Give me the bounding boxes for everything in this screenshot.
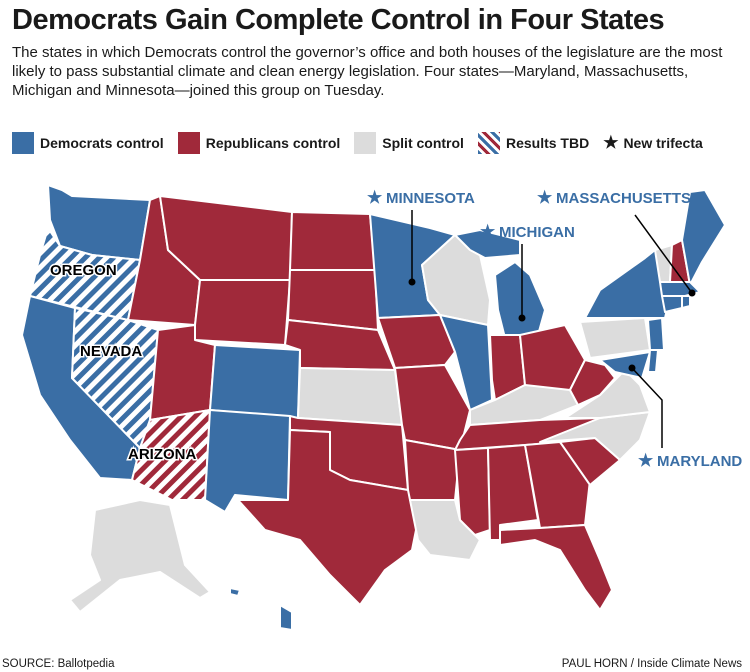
star-icon: ★ <box>537 188 553 207</box>
source-note: SOURCE: Ballotpedia <box>2 658 115 670</box>
state-label-michigan: MICHIGAN <box>499 224 575 241</box>
state-label-oregon: OREGON <box>50 262 117 279</box>
state-texas <box>237 429 421 606</box>
legend-item-split: Split control <box>354 132 464 154</box>
star-icon: ★ <box>638 451 654 470</box>
leader-dot-minnesota <box>408 278 416 286</box>
subtitle: The states in which Democrats control th… <box>12 44 723 99</box>
legend: Democrats control Republicans control Sp… <box>12 132 717 154</box>
legend-swatch-dem <box>12 132 34 154</box>
state-rhode-island <box>681 295 691 309</box>
state-wyoming <box>194 279 291 346</box>
legend-swatch-tbd <box>477 132 500 154</box>
leader-dot-michigan <box>518 314 526 322</box>
state-michigan-upper <box>454 229 521 259</box>
legend-label-rep: Republicans control <box>205 135 341 151</box>
state-hawaii-islands <box>229 587 241 597</box>
us-map: ★ MINNESOTA ★ MICHIGAN ★ MASSACHUSETTS ★… <box>21 184 742 631</box>
page-title: Democrats Gain Complete Control in Four … <box>12 4 665 36</box>
leader-line-massachusetts <box>634 214 693 294</box>
state-florida <box>499 524 613 611</box>
legend-swatch-rep <box>177 132 200 154</box>
state-label-massachusetts: MASSACHUSETTS <box>556 190 691 207</box>
legend-item-dem: Democrats control <box>12 132 164 154</box>
state-delaware <box>647 349 659 373</box>
state-hawaii <box>279 604 293 631</box>
state-michigan-lower <box>494 261 546 339</box>
state-north-dakota <box>289 211 376 271</box>
state-mississippi <box>454 447 491 536</box>
leader-dot-maryland <box>628 364 636 372</box>
state-kansas <box>297 367 403 426</box>
legend-label-new-trifecta: New trifecta <box>623 135 703 151</box>
state-alaska <box>69 499 211 613</box>
state-iowa <box>377 314 456 369</box>
credit-line: PAUL HORN / Inside Climate News <box>561 658 742 670</box>
state-new-mexico <box>204 409 291 513</box>
legend-item-new-trifecta: ★ New trifecta <box>603 133 703 153</box>
state-new-jersey <box>647 317 665 351</box>
state-pennsylvania <box>579 317 651 359</box>
legend-item-rep: Republicans control <box>177 132 341 154</box>
state-label-minnesota: MINNESOTA <box>386 190 475 207</box>
leader-line-maryland <box>631 367 663 448</box>
state-louisiana <box>409 499 481 561</box>
state-arkansas <box>404 439 461 501</box>
legend-label-tbd: Results TBD <box>505 135 590 151</box>
star-icon: ★ <box>480 222 496 241</box>
legend-label-dem: Democrats control <box>40 135 164 151</box>
legend-item-tbd: Results TBD <box>477 132 590 154</box>
state-label-arizona: ARIZONA <box>128 446 196 463</box>
legend-swatch-split <box>354 132 377 154</box>
state-georgia <box>524 441 591 529</box>
state-label-maryland: MARYLAND <box>657 453 742 470</box>
star-icon: ★ <box>367 188 383 207</box>
leader-dot-massachusetts <box>688 289 696 297</box>
state-west-virginia <box>569 359 616 406</box>
star-icon: ★ <box>603 133 619 152</box>
legend-label-split: Split control <box>382 135 464 151</box>
state-colorado <box>209 344 301 419</box>
state-missouri <box>394 364 471 451</box>
state-connecticut <box>661 295 683 313</box>
state-label-nevada: NEVADA <box>80 343 142 360</box>
